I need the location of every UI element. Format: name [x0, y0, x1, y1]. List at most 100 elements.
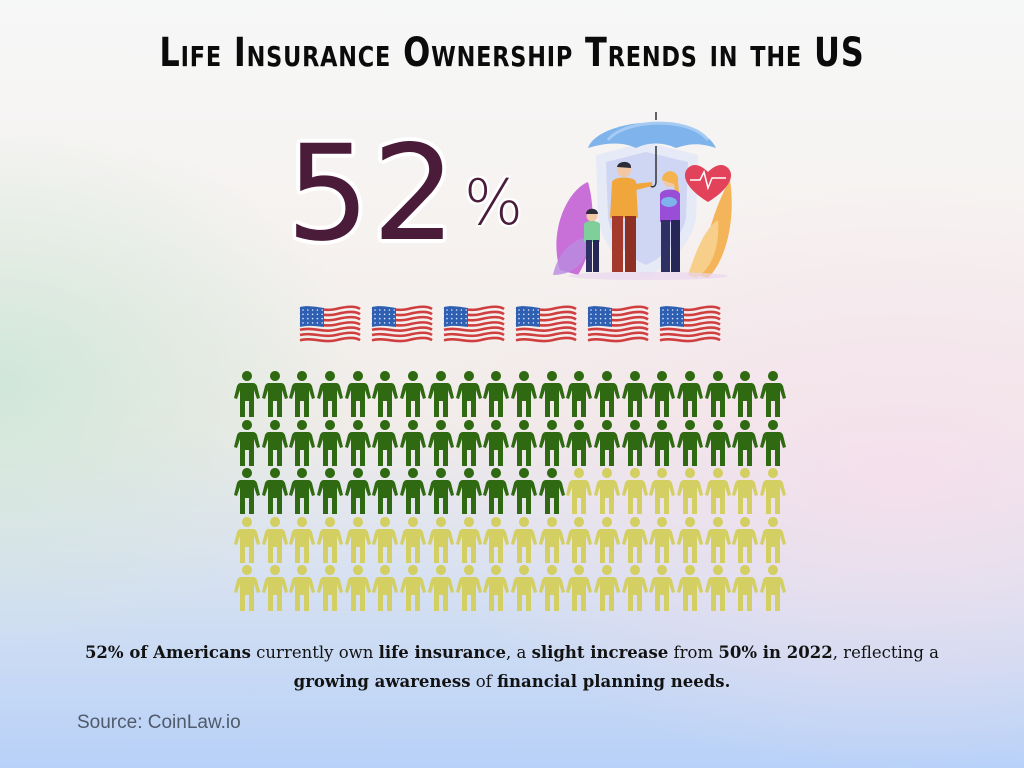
headline-stat: 52 %: [286, 120, 523, 260]
person-icon: [289, 516, 317, 566]
person-icon: [510, 468, 539, 517]
person-icon: [566, 468, 594, 517]
caption-segment: currently own: [250, 643, 379, 662]
person-icon: [621, 371, 650, 420]
us-flag-icon: [370, 305, 434, 352]
person-icon: [538, 419, 567, 469]
person-icon: [538, 565, 567, 614]
person-icon: [261, 565, 290, 614]
person-icon: [677, 565, 705, 614]
person-icon: [455, 371, 484, 420]
person-icon: [372, 565, 400, 614]
headline-unit: %: [463, 166, 523, 239]
person-icon: [510, 419, 539, 469]
person-icon: [538, 516, 567, 566]
person-icon: [344, 371, 373, 420]
caption-segment: of: [470, 672, 498, 691]
caption-segment: 52% of Americans: [84, 643, 251, 662]
person-icon: [677, 468, 705, 517]
person-icon: [649, 565, 677, 614]
person-icon: [234, 565, 262, 614]
person-icon: [649, 516, 677, 566]
person-icon: [372, 516, 400, 566]
person-icon: [677, 371, 705, 420]
person-icon: [483, 371, 511, 420]
person-icon: [234, 468, 262, 517]
person-icon: [455, 516, 484, 566]
person-icon: [704, 468, 733, 517]
person-icon: [566, 371, 594, 420]
person-icon: [372, 371, 400, 420]
person-icon: [400, 468, 428, 517]
person-icon: [510, 516, 539, 566]
person-icon: [455, 565, 484, 614]
person-icon: [289, 565, 317, 614]
person-icon: [289, 371, 317, 420]
person-icon: [317, 516, 345, 566]
family-umbrella-protection-illustration: [548, 110, 738, 282]
person-icon: [372, 419, 400, 469]
person-icon: [344, 516, 373, 566]
person-icon: [427, 516, 456, 566]
person-icon: [649, 371, 677, 420]
caption-segment: , reflecting a: [832, 643, 940, 662]
person-icon: [483, 419, 511, 469]
caption-segment: financial planning needs.: [497, 672, 731, 691]
us-flag-icon: [514, 305, 578, 352]
person-icon: [427, 468, 456, 517]
caption-segment: from: [668, 643, 719, 662]
person-icon: [317, 419, 345, 469]
person-icon: [400, 565, 428, 614]
us-flag-icon: [442, 305, 506, 352]
person-icon: [261, 419, 290, 469]
person-icon: [621, 468, 650, 517]
person-icon: [483, 468, 511, 517]
caption-segment: 50% in 2022: [718, 643, 833, 662]
person-icon: [704, 419, 733, 469]
person-icon: [677, 516, 705, 566]
person-icon: [289, 468, 317, 517]
person-icon: [621, 419, 650, 469]
person-icon: [510, 565, 539, 614]
person-icon: [621, 516, 650, 566]
person-icon: [427, 565, 456, 614]
person-icon: [372, 468, 400, 517]
person-icon: [593, 516, 622, 566]
person-icon: [677, 419, 705, 469]
people-pictogram-chart: [234, 371, 788, 614]
person-icon: [400, 516, 428, 566]
person-icon: [455, 468, 484, 517]
us-flags-row: [298, 305, 722, 352]
page-title: Life Insurance Ownership Trends in the U…: [159, 30, 865, 76]
person-icon: [317, 565, 345, 614]
us-flag-icon: [658, 305, 722, 352]
person-icon: [234, 516, 262, 566]
person-icon: [234, 371, 262, 420]
summary-caption: 52% of Americans currently own life insu…: [60, 638, 964, 696]
person-icon: [344, 565, 373, 614]
person-icon: [289, 419, 317, 469]
source-credit: Source: CoinLaw.io: [77, 712, 241, 733]
person-icon: [732, 468, 760, 517]
person-icon: [760, 468, 788, 517]
person-icon: [538, 371, 567, 420]
us-flag-icon: [586, 305, 650, 352]
person-icon: [483, 516, 511, 566]
person-icon: [400, 371, 428, 420]
person-icon: [732, 565, 760, 614]
person-icon: [760, 419, 788, 469]
person-icon: [261, 516, 290, 566]
person-icon: [593, 468, 622, 517]
person-icon: [427, 371, 456, 420]
person-icon: [344, 419, 373, 469]
headline-number: 52: [286, 117, 458, 271]
caption-segment: life insurance: [378, 643, 506, 662]
person-icon: [732, 371, 760, 420]
person-icon: [566, 516, 594, 566]
person-icon: [760, 371, 788, 420]
person-icon: [510, 371, 539, 420]
person-icon: [538, 468, 567, 517]
person-icon: [621, 565, 650, 614]
person-icon: [760, 565, 788, 614]
caption-segment: slight increase: [531, 643, 669, 662]
